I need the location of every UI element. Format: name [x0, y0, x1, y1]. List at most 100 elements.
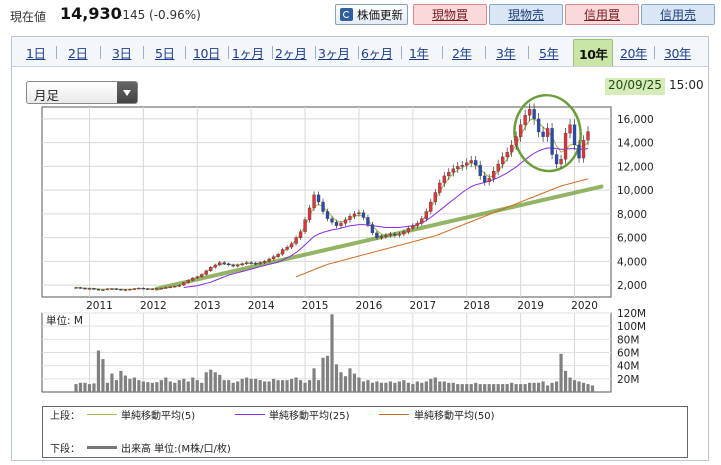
- price-change: -145 (-0.96%): [118, 8, 201, 22]
- candle-body: [424, 211, 428, 219]
- tab-3y[interactable]: 3年: [496, 46, 516, 61]
- candle-body: [509, 144, 514, 153]
- trendline: [154, 184, 604, 291]
- candle-body: [460, 165, 464, 167]
- candle-body: [213, 264, 217, 268]
- tab-1y[interactable]: 1年: [409, 46, 429, 61]
- candle-body: [186, 280, 190, 283]
- tab-6m[interactable]: 6ヶ月: [361, 46, 393, 61]
- candle-body: [285, 246, 289, 250]
- year-tick-label: 2012: [140, 300, 167, 312]
- candle-body: [87, 288, 92, 290]
- tab-3m[interactable]: 3ヶ月: [318, 46, 350, 61]
- tab-separator: [358, 46, 359, 59]
- tab-5y[interactable]: 5年: [539, 46, 559, 61]
- candle-body: [527, 109, 532, 116]
- margin-buy-button[interactable]: 信用買: [565, 4, 639, 25]
- period-select[interactable]: 月足: [26, 81, 138, 104]
- candle-body: [258, 262, 262, 264]
- volume-bar: [379, 382, 384, 392]
- refresh-price-button[interactable]: 株価更新: [335, 4, 408, 25]
- volume-bar: [568, 377, 572, 392]
- volume-bar: [83, 382, 87, 392]
- candle-body: [375, 232, 379, 238]
- volume-bar: [276, 380, 280, 392]
- volume-bar: [272, 378, 276, 392]
- candle-body: [330, 218, 334, 223]
- volume-bar: [487, 384, 491, 392]
- volume-bar: [469, 384, 473, 392]
- volume-bar: [303, 382, 307, 392]
- volume-bar: [218, 374, 222, 392]
- legend-ma5: 単純移動平均(5): [121, 411, 196, 422]
- candle-body: [128, 289, 132, 291]
- candle-body: [402, 231, 406, 235]
- volume-bar: [545, 385, 550, 392]
- tab-2m[interactable]: 2ヶ月: [275, 46, 307, 61]
- refresh-label: 株価更新: [357, 7, 403, 22]
- candle-body: [222, 262, 226, 264]
- candle-body: [123, 289, 128, 291]
- volume-bar: [213, 372, 217, 392]
- candle-body: [339, 223, 343, 226]
- volume-bar: [325, 355, 330, 392]
- volume-bar: [74, 384, 78, 392]
- candle-body: [96, 289, 101, 291]
- year-tick-label: 2018: [463, 300, 490, 312]
- candle-body: [483, 175, 487, 182]
- volume-bar: [415, 381, 419, 392]
- legend: 上段： 単純移動平均(5) 単純移動平均(25) 単純移動平均(50) 下段： …: [42, 406, 688, 458]
- spot-sell-button[interactable]: 現物売: [489, 4, 563, 25]
- year-tick-label: 2019: [517, 300, 544, 312]
- volume-bar: [514, 384, 518, 392]
- candle-body: [271, 256, 276, 260]
- volume-bar: [433, 377, 437, 392]
- tab-1d[interactable]: 1日: [26, 46, 46, 61]
- candle-body: [545, 128, 550, 137]
- candle-body: [429, 201, 433, 212]
- candle-body: [312, 194, 316, 209]
- volume-bar: [581, 382, 586, 392]
- candle-body: [411, 225, 415, 229]
- volume-bar: [263, 381, 267, 392]
- volume-bars: [74, 314, 595, 392]
- tab-separator: [442, 46, 443, 59]
- volume-bar: [572, 380, 577, 392]
- tab-20y[interactable]: 20年: [620, 46, 647, 61]
- volume-bar: [307, 380, 312, 392]
- tab-10y[interactable]: 10年: [573, 39, 614, 66]
- volume-bar: [501, 384, 505, 392]
- candle-body: [101, 289, 105, 291]
- candle-body: [316, 194, 321, 203]
- tab-10d[interactable]: 10日: [193, 46, 220, 61]
- volume-bar: [78, 382, 83, 392]
- volume-bar: [343, 376, 348, 392]
- current-price-label: 現在値: [10, 10, 47, 24]
- candle-body: [92, 288, 96, 290]
- volume-bar: [496, 384, 500, 392]
- volume-bar: [361, 381, 366, 392]
- candle-body: [469, 160, 473, 163]
- volume-bar: [267, 381, 271, 392]
- tab-2d[interactable]: 2日: [68, 46, 88, 61]
- tab-3d[interactable]: 3日: [112, 46, 132, 61]
- legend-volume: 出来高 単位:(M株/口/枚): [121, 444, 231, 455]
- candle-body: [523, 115, 527, 125]
- candle-body: [370, 224, 375, 234]
- tab-30y[interactable]: 30年: [664, 46, 691, 61]
- tab-5d[interactable]: 5日: [155, 46, 175, 61]
- candle-body: [227, 263, 231, 266]
- tab-2y[interactable]: 2年: [452, 46, 472, 61]
- candle-body: [406, 227, 411, 232]
- candle-body: [420, 218, 424, 224]
- tab-1m[interactable]: 1ヶ月: [232, 46, 264, 61]
- margin-sell-button[interactable]: 信用売: [641, 4, 715, 25]
- volume-bar: [532, 382, 536, 392]
- volume-bar: [258, 380, 262, 392]
- volume-bar: [316, 380, 321, 392]
- candle-body: [262, 261, 267, 263]
- ma25-line: [183, 147, 589, 288]
- spot-buy-button[interactable]: 現物買: [413, 4, 487, 25]
- candle-body: [245, 262, 249, 264]
- candle-body: [168, 286, 172, 289]
